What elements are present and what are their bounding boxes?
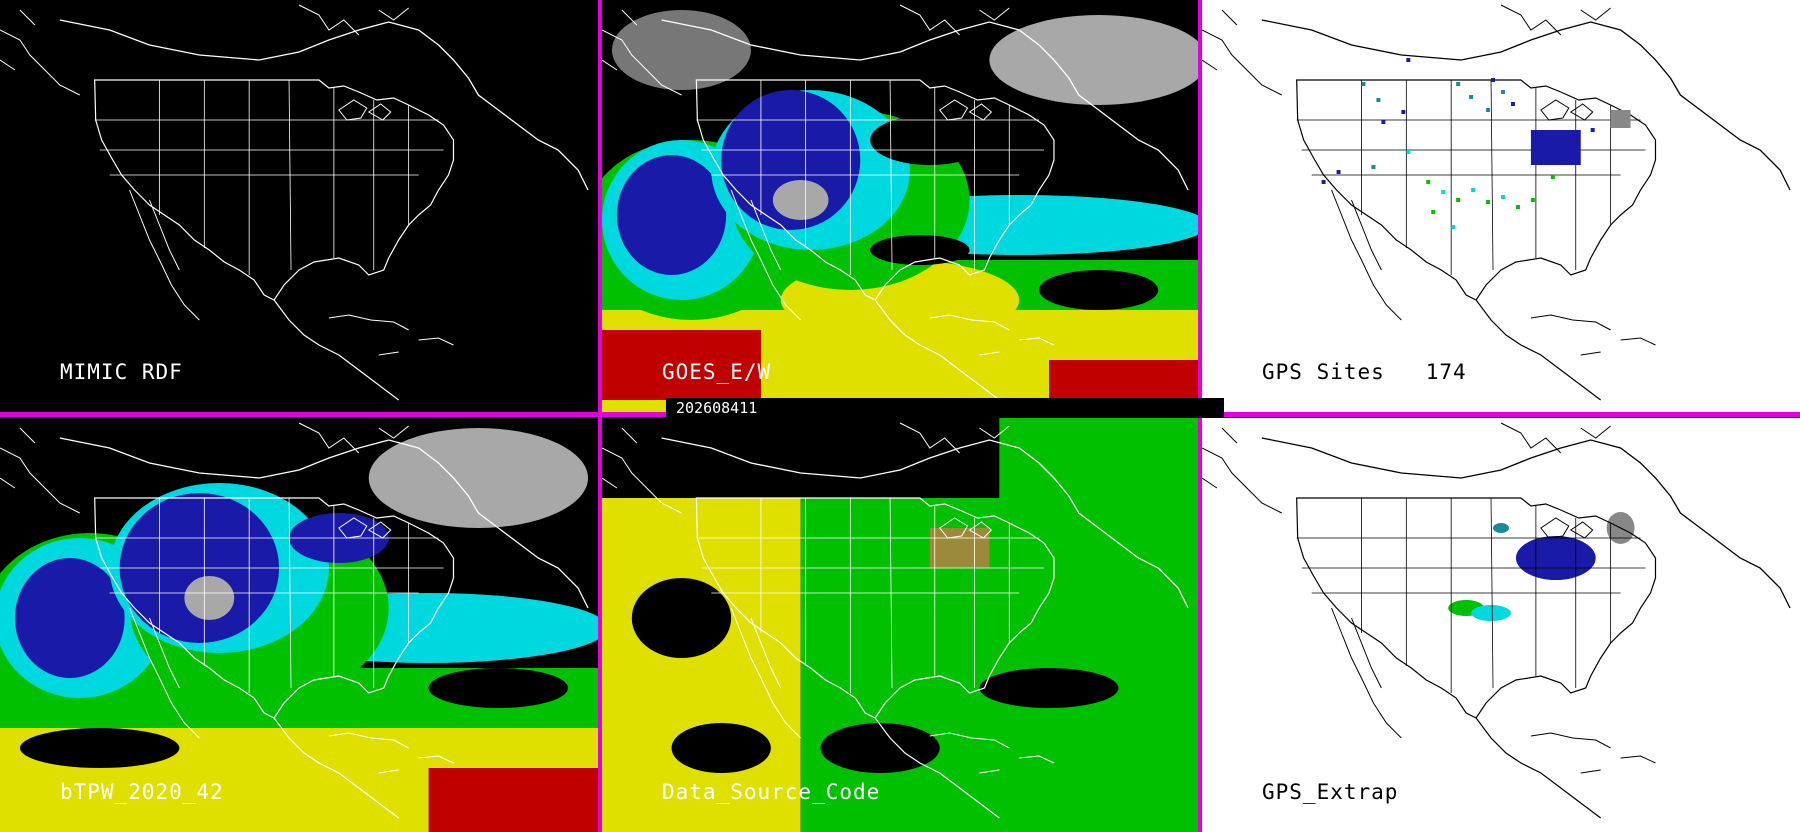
panel-label: bTPW_2020_42 bbox=[60, 780, 224, 804]
gps-sites-label: GPS Sites bbox=[1262, 360, 1385, 384]
vertical-divider-left bbox=[598, 0, 602, 832]
panel-label: GOES_E/W bbox=[662, 360, 772, 384]
gps-site-markers bbox=[1321, 58, 1631, 229]
panel-data-source: Data_Source_Code bbox=[602, 418, 1198, 832]
map-outline bbox=[0, 4, 589, 401]
panel-label: GPS Sites 174 bbox=[1262, 360, 1467, 384]
tpw-field bbox=[602, 4, 1198, 412]
gps-sites-map bbox=[1202, 4, 1791, 401]
panel-gps-sites: GPS Sites 174 bbox=[1202, 0, 1800, 412]
timestamp-bar: 202608411 bbox=[666, 398, 1224, 418]
gps-extrap-map bbox=[1202, 422, 1791, 819]
source-field bbox=[602, 418, 1198, 832]
panel-mimic-rdf: MIMIC RDF bbox=[0, 0, 598, 412]
panel-label: GPS_Extrap bbox=[1262, 780, 1399, 804]
panel-label: Data_Source_Code bbox=[662, 780, 881, 804]
tpw-field bbox=[0, 422, 598, 832]
panel-label: MIMIC RDF bbox=[60, 360, 183, 384]
gps-sites-count: 174 bbox=[1425, 360, 1467, 384]
panel-goes: GOES_E/W bbox=[602, 0, 1198, 412]
panel-gps-extrap: GPS_Extrap bbox=[1202, 418, 1800, 832]
panel-btpw: bTPW_2020_42 bbox=[0, 418, 598, 832]
